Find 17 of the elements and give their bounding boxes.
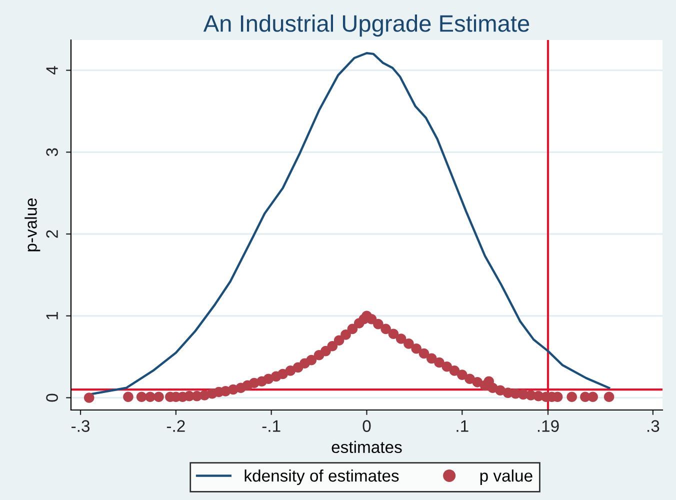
x-tick-label: .19 [538, 420, 559, 432]
x-tick-label: 0 [362, 420, 371, 432]
y-tick-label: 4 [46, 66, 58, 75]
x-tick-label: -.3 [72, 420, 90, 432]
x-tick-label: .3 [648, 420, 660, 432]
x-tick-label: -.2 [166, 420, 185, 432]
chart-title: An Industrial Upgrade Estimate [203, 14, 530, 37]
x-tick-label: -.1 [262, 420, 280, 432]
y-tick-label: 2 [46, 230, 58, 238]
y-tick-label: 3 [46, 148, 58, 156]
x-tick-label: .1 [456, 420, 468, 432]
legend-label: kdensity of estimates [244, 469, 399, 485]
y-axis-title: p-value [24, 198, 40, 252]
legend-label: p value [480, 469, 532, 485]
x-axis-title: estimates [332, 440, 402, 454]
y-tick-label: 1 [46, 312, 58, 320]
y-tick-label: 0 [46, 394, 58, 402]
